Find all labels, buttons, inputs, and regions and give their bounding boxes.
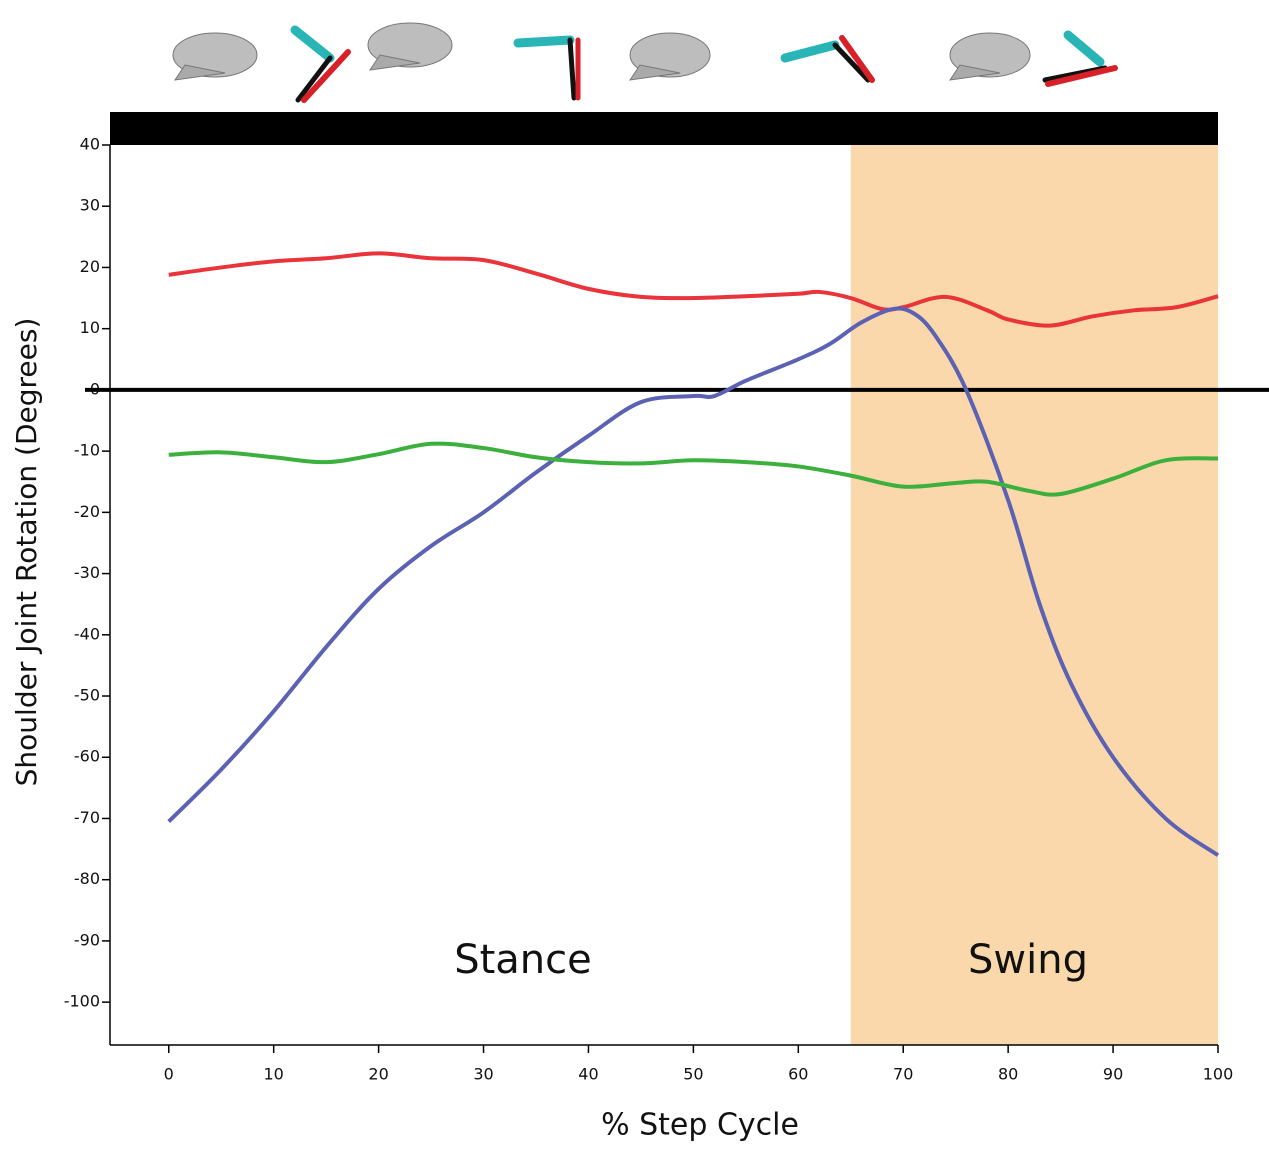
x-tick-label: 20 bbox=[368, 1065, 388, 1084]
annotation: Stance bbox=[454, 937, 592, 983]
x-tick-label: 50 bbox=[683, 1065, 703, 1084]
y-tick-label: -10 bbox=[74, 441, 100, 460]
x-tick-label: 10 bbox=[264, 1065, 284, 1084]
y-tick-label: -40 bbox=[74, 624, 100, 643]
y-tick-label: 40 bbox=[80, 135, 100, 154]
skull-icon bbox=[950, 33, 1030, 80]
x-tick-label: 0 bbox=[164, 1065, 174, 1084]
y-tick-label: -20 bbox=[74, 502, 100, 521]
y-tick-label: -30 bbox=[74, 563, 100, 582]
skull-icon bbox=[173, 33, 257, 80]
y-tick-label: -60 bbox=[74, 747, 100, 766]
x-tick-label: 40 bbox=[578, 1065, 598, 1084]
x-tick-label: 60 bbox=[788, 1065, 808, 1084]
y-tick-label: 20 bbox=[80, 257, 100, 276]
y-tick-label: 10 bbox=[80, 318, 100, 337]
x-tick-label: 30 bbox=[473, 1065, 493, 1084]
x-tick-label: 70 bbox=[893, 1065, 913, 1084]
annotation: Swing bbox=[968, 937, 1088, 983]
y-tick-label: 30 bbox=[80, 196, 100, 215]
y-tick-label: -90 bbox=[74, 930, 100, 949]
y-tick-label: -50 bbox=[74, 686, 100, 705]
y-axis-label: Shoulder Joint Rotation (Degrees) bbox=[10, 318, 43, 787]
x-tick-label: 100 bbox=[1203, 1065, 1234, 1084]
x-axis-label: % Step Cycle bbox=[601, 1108, 799, 1143]
limb-icons bbox=[173, 23, 1115, 100]
x-tick-label: 80 bbox=[998, 1065, 1018, 1084]
x-tick-label: 90 bbox=[1103, 1065, 1123, 1084]
top-bar bbox=[110, 112, 1218, 145]
y-tick-label: -70 bbox=[74, 808, 100, 827]
y-tick-label: -80 bbox=[74, 869, 100, 888]
skull-icon bbox=[630, 33, 710, 80]
chart: % Step Cycle Shoulder Joint Rotation (De… bbox=[0, 0, 1269, 1145]
y-tick-label: -100 bbox=[64, 992, 100, 1011]
swing-region bbox=[851, 145, 1218, 1045]
skull-icon bbox=[368, 23, 452, 70]
